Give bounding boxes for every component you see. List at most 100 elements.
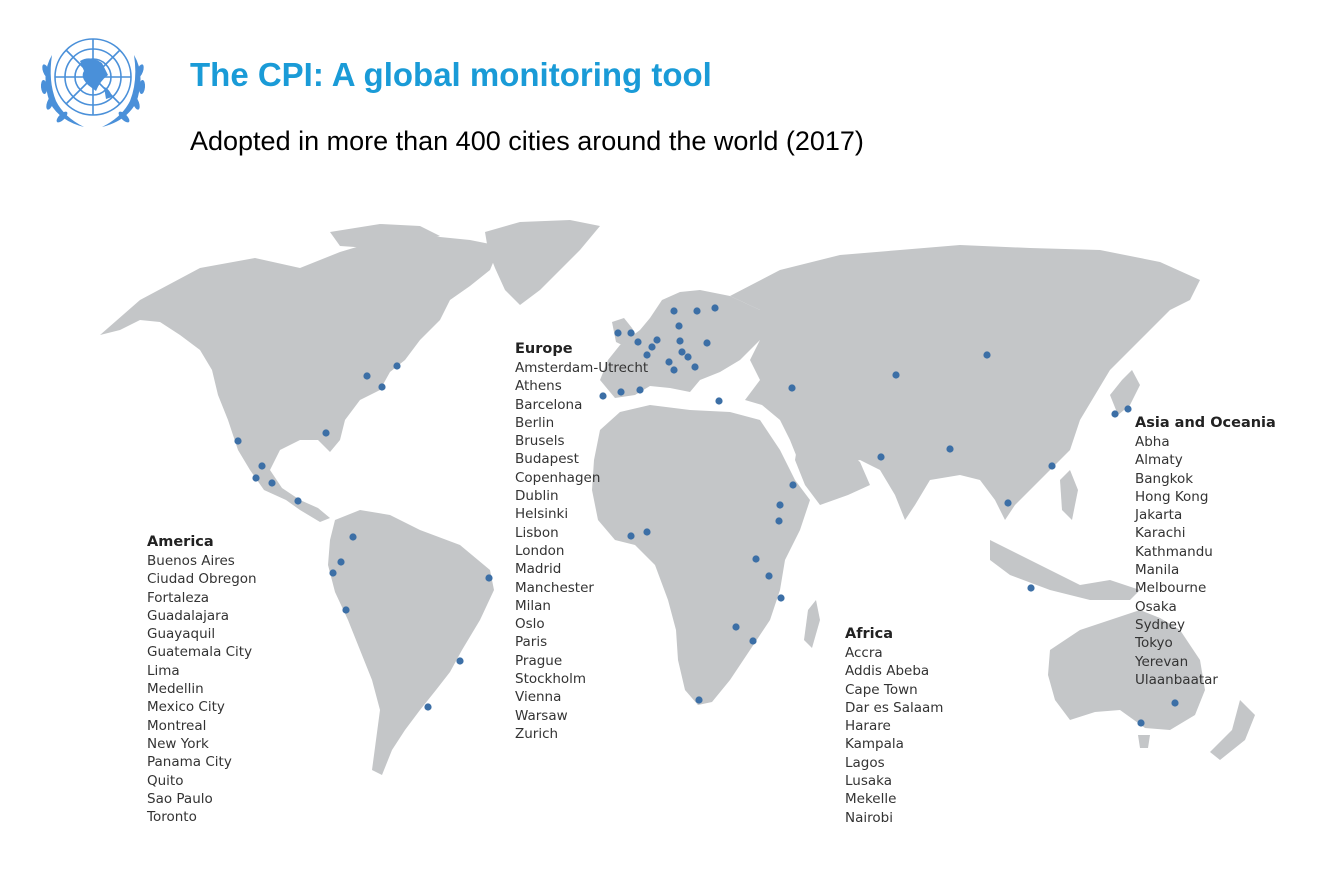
city-marker [1171, 699, 1179, 707]
city-list-item: Oslo [515, 616, 545, 633]
city-marker [749, 637, 757, 645]
region-title: America [147, 534, 214, 550]
city-list-item: Accra [845, 645, 883, 661]
city-list-item: Almaty [1135, 452, 1183, 469]
city-marker [456, 657, 464, 665]
city-markers [234, 304, 1179, 727]
arctic-islands [330, 224, 440, 248]
city-marker [670, 366, 678, 374]
city-marker [732, 623, 740, 631]
philippines [1060, 470, 1078, 520]
city-list-item: Brusels [515, 433, 565, 450]
city-marker [776, 501, 784, 509]
city-list-item: Berlin [515, 414, 555, 431]
city-marker [1137, 719, 1145, 727]
city-list-item: Tokyo [1135, 635, 1173, 652]
madagascar [804, 600, 820, 648]
south-america-landmass [328, 510, 494, 775]
city-marker [695, 696, 703, 704]
city-list-item: Barcelona [515, 396, 583, 413]
city-marker [234, 437, 242, 445]
city-marker [1124, 405, 1132, 413]
city-marker [665, 358, 673, 366]
city-list: Buenos Aires Ciudad Obregon Fortaleza Guada… [147, 552, 257, 826]
city-marker [634, 338, 642, 346]
southeast-asia-islands [990, 540, 1140, 600]
city-list: Accra Addis Abeba Cape Town Dar es Salaam Ha… [845, 644, 943, 827]
city-marker [322, 429, 330, 437]
city-marker [788, 384, 796, 392]
city-list-item: Nairobi [845, 809, 893, 826]
new-zealand [1210, 700, 1255, 760]
city-marker [703, 339, 711, 347]
city-marker [349, 533, 357, 541]
city-list-item: London [515, 542, 565, 559]
city-list-item: Amsterdam-Utrecht [515, 360, 649, 376]
city-marker [693, 307, 701, 315]
city-list-item: Warsaw [515, 707, 568, 724]
city-list-item: Jakarta [1135, 507, 1183, 524]
city-list-item: Lagos [845, 754, 885, 771]
city-list-item: Vienna [515, 689, 562, 706]
city-marker [670, 307, 678, 315]
region-title: Asia and Oceania [1135, 415, 1276, 431]
africa-landmass [592, 405, 810, 705]
city-list-item: Addis Abeba [845, 663, 930, 680]
city-marker [636, 386, 644, 394]
city-marker [378, 383, 386, 391]
city-list-item: Quito [147, 772, 184, 789]
city-list-item: Kathmandu [1135, 543, 1213, 560]
city-marker [678, 348, 686, 356]
city-marker [676, 337, 684, 345]
land-masses [100, 220, 1255, 775]
un-logo [40, 38, 146, 127]
city-marker [363, 372, 371, 380]
city-list-item: Fortaleza [147, 589, 210, 606]
city-list-item: Paris [515, 634, 548, 651]
australia-landmass [1048, 610, 1205, 730]
city-list-item: Ciudad Obregon [147, 571, 257, 588]
city-marker [643, 351, 651, 359]
city-list-item: Prague [515, 652, 563, 669]
city-marker [258, 462, 266, 470]
city-marker [424, 703, 432, 711]
city-list-item: Mexico City [147, 699, 225, 716]
city-marker [775, 517, 783, 525]
city-marker [337, 558, 345, 566]
city-list-item: Helsinki [515, 506, 569, 523]
city-list-item: Panama City [147, 754, 232, 771]
region-title: Europe [515, 341, 573, 357]
world-map [100, 220, 1255, 775]
city-list-item: Osaka [1135, 598, 1177, 615]
city-list-item: Lima [147, 662, 180, 679]
city-list-item: Cape Town [845, 681, 918, 698]
city-list-item: Manila [1135, 562, 1180, 579]
city-marker [294, 497, 302, 505]
city-marker [877, 453, 885, 461]
region-america: America Buenos Aires Ciudad Obregon Fortal… [147, 533, 257, 826]
city-list-item: Ulaanbaatar [1135, 671, 1218, 688]
asia-landmass [730, 245, 1200, 520]
arabian-peninsula [795, 430, 870, 505]
city-list-item: Toronto [147, 809, 197, 826]
city-list-item: Dar es Salaam [845, 699, 944, 716]
city-list-item: Abha [1135, 434, 1170, 450]
city-list-item: Bangkok [1135, 470, 1194, 487]
city-marker [648, 343, 656, 351]
region-asia-oceania: Asia and Oceania Abha Almaty Bangkok Hong K… [1135, 414, 1276, 689]
city-marker [342, 606, 350, 614]
city-list-item: Guatemala City [147, 644, 253, 661]
city-list: Abha Almaty Bangkok Hong Kong Jakarta Karachi… [1135, 433, 1276, 689]
city-list-item: Lusaka [845, 773, 892, 790]
city-marker [252, 474, 260, 482]
city-list-item: New York [147, 735, 209, 752]
city-list-item: Medellin [147, 681, 204, 698]
city-marker [765, 572, 773, 580]
city-list-item: Zurich [515, 725, 559, 742]
city-marker [1111, 410, 1119, 418]
city-marker [711, 304, 719, 312]
city-list: Amsterdam-Utrecht Athens Barcelona Berlin Br… [515, 359, 648, 743]
city-marker [777, 594, 785, 602]
city-marker [892, 371, 900, 379]
city-marker [627, 532, 635, 540]
